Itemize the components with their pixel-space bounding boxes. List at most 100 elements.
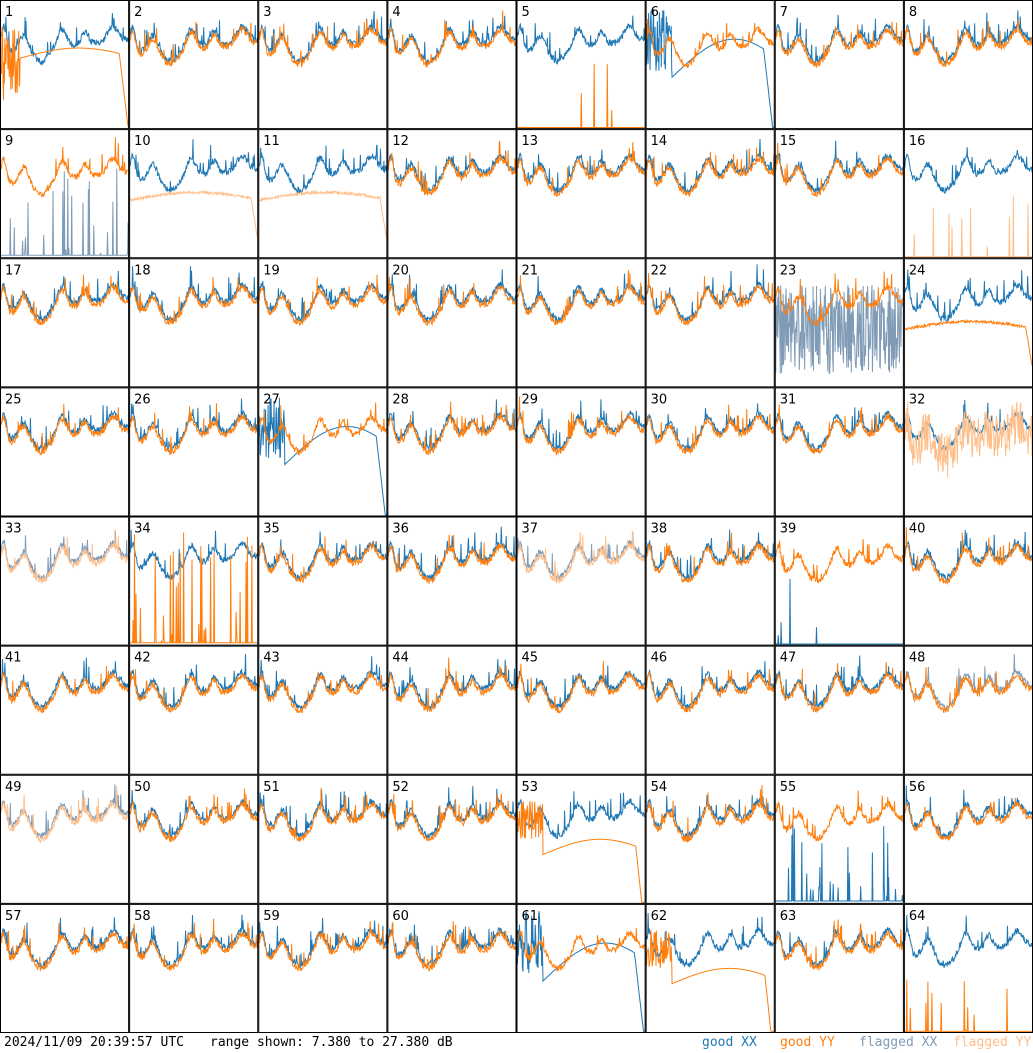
tile-47-yy-line [775, 661, 904, 713]
tile-63-yy-line [775, 919, 904, 971]
tile-16: 16 [903, 129, 1033, 259]
tile-60-xx-line [387, 924, 516, 969]
tile-3-frame [258, 0, 388, 130]
tile-26: 26 [129, 387, 259, 517]
tile-17-xx-line [0, 270, 129, 323]
tile-39-label: 39 [780, 522, 797, 537]
tile-16-yy-line [904, 195, 1032, 258]
tile-12: 12 [387, 129, 517, 259]
tile-27-frame [258, 387, 388, 517]
tile-46-xx-line [646, 661, 775, 710]
tile-14-yy-line [646, 147, 775, 197]
tile-7-xx-line [775, 14, 904, 65]
tile-38-yy-line [646, 532, 775, 584]
tile-21-yy-line [517, 269, 645, 326]
tile-60-label: 60 [392, 909, 409, 924]
tile-57-frame [0, 903, 130, 1033]
tile-34-frame [129, 516, 259, 646]
tile-48-label: 48 [909, 651, 926, 666]
tile-16-label: 16 [909, 134, 926, 149]
tile-47-label: 47 [780, 651, 797, 666]
tile-60: 60 [387, 903, 517, 1033]
tile-33-xx-line [0, 531, 129, 581]
tile-51-yy-line [258, 787, 387, 843]
tile-54-label: 54 [651, 780, 668, 795]
tile-31-frame [774, 387, 904, 517]
tile-42: 42 [129, 645, 259, 775]
tile-54-frame [645, 774, 775, 904]
tile-5: 5 [516, 0, 646, 130]
tile-51-xx-line [258, 789, 387, 839]
tile-40-yy-line [904, 527, 1033, 586]
tile-43: 43 [258, 645, 388, 775]
legend-flagged-yy: flagged YY [953, 1035, 1032, 1050]
tile-57: 57 [0, 903, 130, 1033]
legend-good-xx: good XX [702, 1035, 757, 1050]
tile-52-frame [387, 774, 517, 904]
tile-61-yy-line [517, 927, 646, 972]
tile-41: 41 [0, 645, 130, 775]
tile-18-frame [129, 258, 259, 388]
tile-11-xx-line [258, 144, 387, 195]
tile-42-frame [129, 645, 259, 775]
tile-1: 1 [0, 0, 130, 130]
tile-8: 8 [903, 0, 1033, 130]
tile-5-yy-line [517, 63, 645, 128]
tile-43-yy-line [258, 670, 387, 714]
tile-1-xx-line [0, 13, 129, 66]
tile-34-yy-line [130, 532, 258, 644]
tile-3: 3 [258, 0, 388, 130]
tile-62-frame [645, 903, 775, 1033]
tile-29-yy-line [517, 396, 646, 457]
tile-10-yy-line [129, 190, 258, 238]
tile-31-label: 31 [780, 392, 797, 407]
tile-23-yy-line [775, 271, 904, 326]
tile-21-label: 21 [522, 263, 539, 278]
tile-23-xx-line [775, 284, 904, 375]
tile-55-yy-line [775, 790, 904, 842]
tile-7-yy-line [775, 21, 904, 69]
range-text: range shown: 7.380 to 27.380 dB [210, 1035, 453, 1050]
tile-36-label: 36 [392, 522, 409, 537]
tile-2-label: 2 [134, 5, 142, 20]
tile-37: 37 [516, 516, 646, 646]
tile-13-label: 13 [522, 134, 539, 149]
tile-13-xx-line [517, 149, 646, 195]
tile-24: 24 [903, 258, 1033, 388]
tile-20-yy-line [387, 276, 516, 327]
tile-15-frame [774, 129, 904, 259]
tile-36-yy-line [387, 534, 516, 584]
tile-29-label: 29 [522, 392, 539, 407]
tile-1-label: 1 [5, 5, 13, 20]
tile-13-yy-line [517, 142, 646, 198]
tile-34-label: 34 [134, 522, 151, 537]
tile-46-label: 46 [651, 651, 668, 666]
tile-62-yy-line [646, 930, 774, 1032]
tile-48-yy-line [904, 667, 1033, 714]
legend-good-yy: good YY [780, 1035, 835, 1050]
tile-11-yy-line [259, 189, 387, 239]
tile-64-label: 64 [909, 909, 926, 924]
tile-7-label: 7 [780, 5, 788, 20]
tile-14-frame [645, 129, 775, 259]
tile-47: 47 [774, 645, 904, 775]
tile-4-label: 4 [392, 5, 400, 20]
tile-27-label: 27 [263, 392, 280, 407]
tile-31: 31 [774, 387, 904, 517]
tile-15-label: 15 [780, 134, 797, 149]
tile-36: 36 [387, 516, 517, 646]
tile-11-label: 11 [263, 134, 280, 149]
tile-59-yy-line [258, 921, 387, 972]
tile-7-frame [774, 0, 904, 130]
tile-22: 22 [645, 258, 775, 388]
tile-60-yy-line [387, 921, 516, 972]
tile-42-yy-line [129, 669, 258, 714]
tile-26-yy-line [129, 403, 258, 455]
tile-38-frame [645, 516, 775, 646]
tile-35-frame [258, 516, 388, 646]
tile-9-label: 9 [5, 134, 13, 149]
tile-62-xx-line [646, 912, 775, 968]
tile-60-frame [387, 903, 517, 1033]
tile-9: 9 [0, 129, 130, 259]
